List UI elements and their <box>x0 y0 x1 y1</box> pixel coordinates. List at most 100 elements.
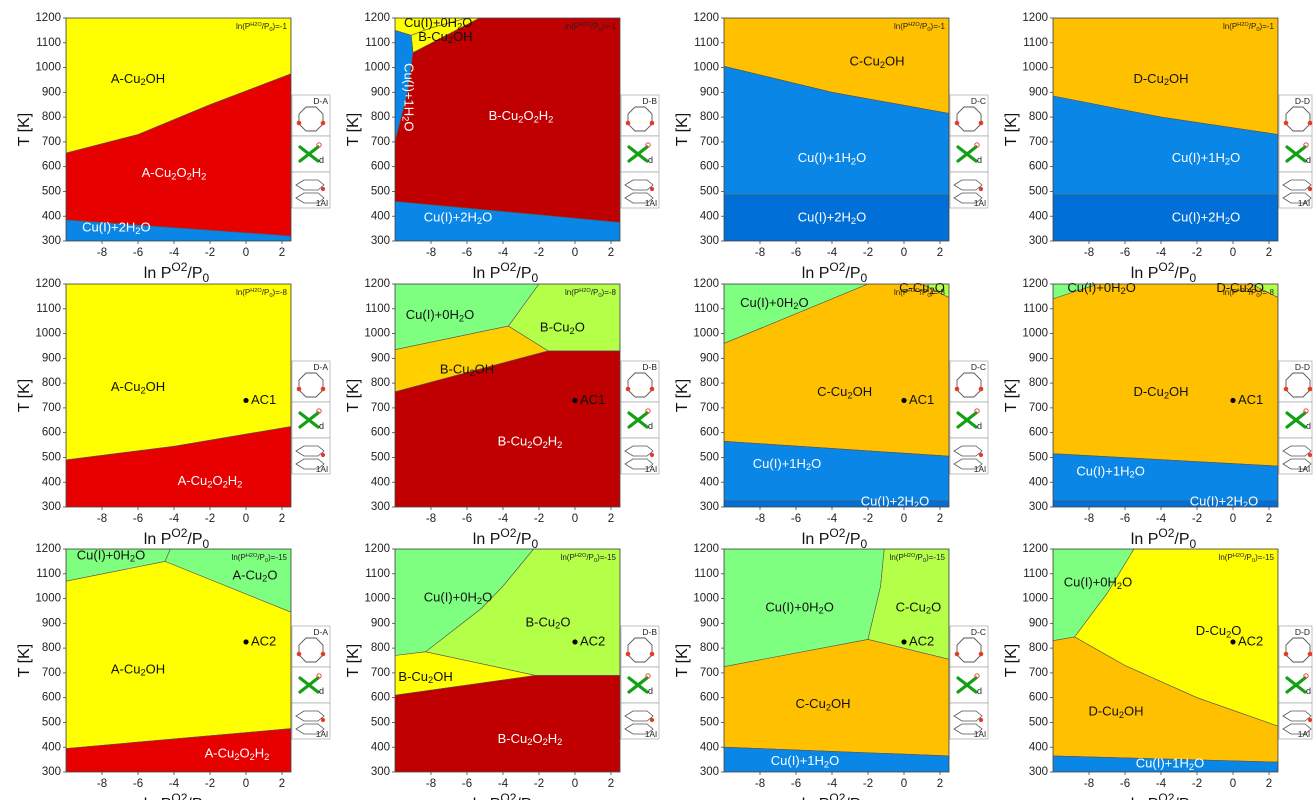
x-tick-label: -4 <box>169 513 180 525</box>
y-tick-label: 600 <box>700 427 719 439</box>
y-tick-label: 400 <box>700 210 719 222</box>
ring-structure-icon <box>627 637 653 663</box>
svg-text:d: d <box>977 686 982 696</box>
x-tick-label: -4 <box>1156 247 1167 259</box>
x-tick-label: -2 <box>205 513 215 525</box>
x-tick-label: 2 <box>1266 778 1272 790</box>
y-axis-label: T [K] <box>345 113 362 147</box>
regions <box>1053 18 1278 241</box>
plot-frame <box>394 17 621 242</box>
y-tick-label: 700 <box>700 402 719 414</box>
plot-frame <box>65 17 292 242</box>
x-tick-label: 0 <box>572 513 578 525</box>
x-tick-label: 2 <box>279 778 285 790</box>
phase-label: A-Cu2​O2​H2​ <box>142 166 207 182</box>
x-tick-label: -6 <box>133 513 143 525</box>
x-axis-label: ln PO2/P0 <box>1131 526 1197 551</box>
phase-label: Cu(I)+2H2​O <box>1190 494 1258 510</box>
data-point <box>901 639 907 645</box>
panel-3-4: Cu(I)+0H2​O D-Cu2​O D-Cu2​OH Cu(I)+1H2​O ln(… <box>1003 543 1313 800</box>
svg-text:d: d <box>1306 686 1311 696</box>
y-tick-label: 900 <box>1029 352 1048 364</box>
plot-frame <box>1052 283 1279 508</box>
phase-region <box>1053 453 1278 502</box>
x-tick-label: -4 <box>169 247 180 259</box>
y-tick-label: 900 <box>371 352 390 364</box>
x-tick-label: -4 <box>1156 513 1167 525</box>
data-point <box>572 639 578 645</box>
structure-label: D-D <box>1295 627 1310 637</box>
svg-text:d: d <box>648 686 653 696</box>
y-tick-label: 700 <box>42 136 61 148</box>
y-tick-label: 1200 <box>364 543 390 555</box>
x-axis-label: ln PO2/P0 <box>473 260 539 285</box>
ring-structure-icon <box>1285 106 1311 132</box>
x-tick-label: 0 <box>901 247 907 259</box>
phase-label: Cu(I)+1H2​O <box>753 456 821 472</box>
cross-icon <box>627 676 649 694</box>
svg-text:d: d <box>648 421 653 431</box>
phase-label: D-Cu2​OH <box>1133 71 1188 87</box>
structure-label: D-A <box>313 362 328 372</box>
x-tick-label: -2 <box>534 778 544 790</box>
phase-label: B-Cu2​OH <box>418 29 472 45</box>
x-axis-label: ln PO2/P0 <box>1131 791 1197 800</box>
x-tick-label: -4 <box>498 513 509 525</box>
y-tick-label: 1200 <box>1022 543 1048 555</box>
y-tick-label: 1100 <box>694 37 719 49</box>
x-tick-label: -2 <box>863 247 873 259</box>
y-tick-label: 900 <box>700 352 719 364</box>
x-tick-label: 2 <box>608 247 614 259</box>
y-tick-label: 1000 <box>1022 593 1048 605</box>
svg-text:1Al: 1Al <box>974 729 986 739</box>
y-axis-label: T [K] <box>1003 113 1020 147</box>
cross-icon <box>1285 676 1307 694</box>
y-tick-label: 900 <box>1029 617 1048 629</box>
panel-title: ln(PH2O​/P0​)=-1 <box>236 22 288 33</box>
svg-text:d: d <box>648 155 653 165</box>
y-tick-label: 500 <box>371 451 390 463</box>
x-tick-label: 2 <box>1266 513 1272 525</box>
structure-inset: D-A d 1Al <box>291 360 331 475</box>
phase-label: Cu(I)+0H2​O <box>1067 280 1135 296</box>
y-tick-label: 400 <box>1029 210 1048 222</box>
structure-label: D-A <box>313 627 328 637</box>
svg-text:1Al: 1Al <box>316 729 328 739</box>
y-tick-label: 900 <box>700 617 719 629</box>
y-tick-label: 1100 <box>36 303 61 315</box>
phase-label: C-Cu2​OH <box>795 697 850 713</box>
y-tick-label: 600 <box>42 427 61 439</box>
y-tick-label: 300 <box>1029 501 1048 513</box>
phase-region <box>724 639 949 757</box>
x-tick-label: -4 <box>827 513 838 525</box>
y-tick-label: 1200 <box>693 12 719 24</box>
framework-icon <box>953 445 983 457</box>
y-tick-label: 300 <box>700 766 719 778</box>
y-tick-label: 400 <box>371 476 390 488</box>
y-tick-label: 1200 <box>35 278 61 290</box>
x-tick-label: 0 <box>901 513 907 525</box>
y-tick-label: 900 <box>700 86 719 98</box>
phase-region <box>724 440 949 502</box>
panel-2-4: Cu(I)+0H2​OD-Cu2OD-Cu2​OHCu(I)+1H2​OCu(I… <box>1003 278 1313 551</box>
framework-icon <box>953 179 983 191</box>
x-tick-label: -2 <box>205 778 215 790</box>
y-tick-label: 1200 <box>364 278 390 290</box>
structure-inset: D-C d 1Al <box>949 360 989 475</box>
framework-icon <box>295 179 325 191</box>
svg-text:1Al: 1Al <box>1298 464 1310 474</box>
structure-label: D-B <box>642 362 657 372</box>
y-tick-label: 900 <box>1029 86 1048 98</box>
panel-2-2: Cu(I)+0H2​O B-Cu2​O B-Cu2​OH B-Cu2​O2​H2​ ln… <box>345 278 660 551</box>
phase-label: Cu(I)+1H2​O <box>771 754 839 770</box>
svg-text:1Al: 1Al <box>645 198 657 208</box>
phase-label: Cu(I)+1H2​O <box>1172 151 1240 167</box>
panel-2-1: A-Cu2​OH A-Cu2​O2​H2​ ln(PH2O​/P0​)=-8 300 4… <box>16 278 331 551</box>
framework-icon <box>624 445 654 457</box>
x-tick-label: -6 <box>462 778 472 790</box>
panel-1-2: Cu(I)+0H2​OB-Cu2​OH Cu(I)+1H2​O B-Cu2​O2​H… <box>345 12 660 285</box>
data-point-label: AC1 <box>251 392 276 407</box>
y-tick-label: 1200 <box>35 12 61 24</box>
y-tick-label: 600 <box>700 161 719 173</box>
y-tick-label: 1100 <box>694 568 719 580</box>
